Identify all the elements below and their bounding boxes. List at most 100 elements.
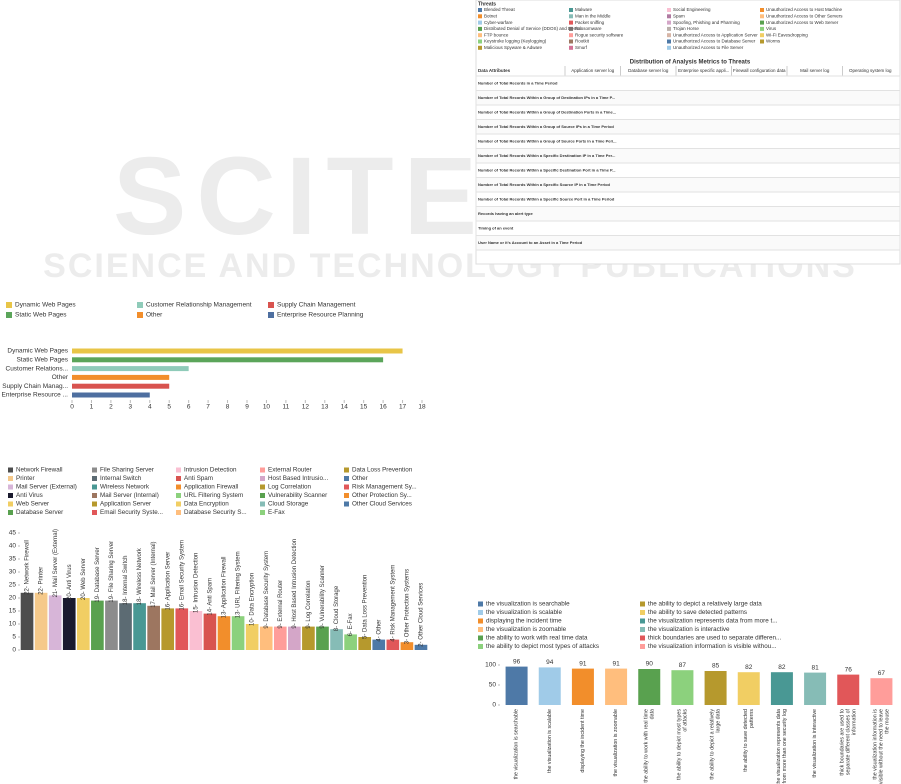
x-tick-label: the ability to work with real timedata xyxy=(644,709,656,783)
legend-swatch xyxy=(478,14,482,19)
y-tick-label: Dynamic Web Pages xyxy=(7,348,68,355)
legend-swatch xyxy=(92,467,97,473)
legend-label: Web Server xyxy=(16,501,49,508)
legend-swatch xyxy=(569,39,573,44)
column-header: Operating system log xyxy=(849,68,892,73)
legend-swatch xyxy=(8,510,13,515)
y-tick-label: 0 xyxy=(492,702,496,709)
watermark: SCITE xyxy=(113,135,487,258)
row-band xyxy=(475,235,901,251)
row-label: Number of Total Records Within a Group o… xyxy=(478,95,615,100)
y-tick-label: 50 xyxy=(489,682,497,689)
value-label: 91 xyxy=(612,660,620,667)
y-tick-label: 40 xyxy=(9,543,17,550)
legend-label: Ransomware xyxy=(575,26,602,31)
bar-label: 22- Network Firewall xyxy=(25,540,31,595)
legend-label: Application Server xyxy=(100,501,151,508)
legend-swatch xyxy=(344,493,349,498)
bar xyxy=(217,616,231,650)
bar xyxy=(804,672,827,705)
bar xyxy=(571,668,594,705)
bar-label: 14- Anti Spam xyxy=(208,578,214,616)
legend-label: Rogue security software xyxy=(575,32,624,37)
x-tick-label: 11 xyxy=(283,404,290,411)
bar xyxy=(72,383,170,389)
y-tick-label: Enterprise Resource ... xyxy=(2,392,69,399)
legend-label: displaying the incident time xyxy=(486,618,562,625)
legend-label: Packet sniffing xyxy=(575,20,605,25)
legend-swatch xyxy=(569,45,573,50)
column-header: Enterprise specific appli... xyxy=(678,68,729,73)
legend-label: Unauthorized Access to Host Machine xyxy=(766,7,843,12)
legend-swatch xyxy=(344,501,349,507)
bar xyxy=(72,357,384,363)
legend-swatch xyxy=(260,493,265,498)
row-band xyxy=(475,220,901,236)
legend-swatch xyxy=(260,484,265,490)
bar xyxy=(288,626,301,650)
bar-label: 9- Host Based Intrusion Detection xyxy=(292,539,298,629)
column-header: Database server log xyxy=(628,68,669,73)
legend-label: the visualization is searchable xyxy=(486,601,570,608)
bar-label: 20- Web Server xyxy=(81,558,87,600)
legend-swatch xyxy=(6,302,12,308)
legend-swatch xyxy=(478,644,483,649)
legend-label: File Sharing Server xyxy=(100,467,154,474)
y-tick-label: 5 xyxy=(12,634,16,641)
bar-label: 9- Vulnerability Scanner xyxy=(320,565,326,628)
legend-label: Static Web Pages xyxy=(15,312,67,319)
legend-label: Cyber-warfare xyxy=(484,20,513,25)
y-tick-label: 25 xyxy=(9,582,17,589)
x-tick-label: 15 xyxy=(360,404,368,411)
legend-swatch xyxy=(478,20,482,25)
legend-swatch xyxy=(176,493,181,498)
legend-label: Spoofing, Phishing and Pharming xyxy=(673,20,740,25)
bar xyxy=(161,608,175,650)
legend-label: Email Security Syste... xyxy=(100,509,163,516)
legend-swatch xyxy=(760,26,764,31)
bar-label: 20- Anti Virus xyxy=(67,564,73,600)
bar xyxy=(330,629,343,650)
row-label: Number of Total Records Within a Specifi… xyxy=(478,196,615,201)
bar-label: 9- External Router xyxy=(278,580,284,629)
legend-swatch xyxy=(92,476,97,481)
row-label: Number of Total Records Within a Specifi… xyxy=(478,167,616,172)
bar-label: 15- Intrusion Detection xyxy=(193,553,199,613)
x-tick-label: 16 xyxy=(379,404,387,411)
bar xyxy=(245,624,259,650)
legend-label: Distributed Denial of Service (DDOS) and… xyxy=(484,26,585,31)
bar-label: 18- Internal Switch xyxy=(123,555,129,605)
y-tick-label: 100 xyxy=(485,662,496,669)
legend-swatch xyxy=(176,501,181,507)
legend-label: Printer xyxy=(16,475,35,482)
value-label: 96 xyxy=(513,658,521,665)
bar-label: 4- Risk Management System xyxy=(390,565,396,642)
bar xyxy=(870,678,893,705)
bar-label: 16- Email Security System xyxy=(179,540,185,610)
bar xyxy=(147,605,160,650)
legend-swatch xyxy=(760,8,764,12)
legend-label: Unauthorized Access to Application Serve… xyxy=(673,32,758,37)
bar xyxy=(638,669,661,705)
legend-label: the ability to depict most types of atta… xyxy=(486,643,599,650)
bar-label: 13- URL Filtering System xyxy=(236,551,242,618)
legend-label: Risk Management Sy... xyxy=(352,484,417,491)
legend-label: Other Protection Sy... xyxy=(352,492,412,499)
legend-label: Malicious Spyware & Adware xyxy=(484,45,543,50)
legend-swatch xyxy=(478,33,482,38)
legend-swatch xyxy=(478,26,482,31)
legend-label: Mail Server (Internal) xyxy=(100,492,159,499)
legend-swatch xyxy=(8,484,13,490)
y-tick-label: 30 xyxy=(9,569,17,576)
bar xyxy=(704,671,727,705)
legend-swatch xyxy=(640,618,645,624)
legend-label: Unauthorized Access to File Server xyxy=(673,45,744,50)
y-tick-label: Customer Relations... xyxy=(6,365,69,372)
legend-label: Supply Chain Management xyxy=(277,302,356,309)
legend-label: Host Based Intrusio... xyxy=(268,475,328,482)
row-label: Records having an alert type xyxy=(478,211,533,216)
x-tick-label: thick boundaries are used toseparate dif… xyxy=(840,708,858,775)
legend-swatch xyxy=(569,20,573,25)
legend-label: Smurf xyxy=(575,45,588,50)
